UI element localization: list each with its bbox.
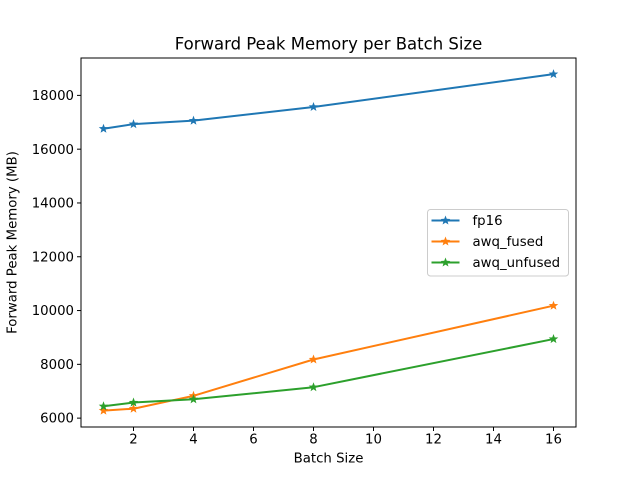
data-point-marker-fp16 xyxy=(548,69,559,79)
x-tick-label: 8 xyxy=(309,433,317,448)
axes-frame xyxy=(80,57,577,428)
y-tick-label: 12000 xyxy=(32,250,74,265)
x-tick-label: 16 xyxy=(545,433,562,448)
data-point-marker-awq_unfused xyxy=(128,397,139,407)
legend: fp16 awq_fused awq_unfused xyxy=(427,209,569,277)
x-tick-label: 2 xyxy=(129,433,137,448)
data-point-marker-fp16 xyxy=(98,123,109,133)
legend-sample-marker-fp16 xyxy=(440,215,451,225)
legend-entry-label-fp16: fp16 xyxy=(473,214,503,229)
legend-rows: fp16 awq_fused awq_unfused xyxy=(431,214,561,271)
y-tick-label: 18000 xyxy=(32,89,74,104)
data-point-marker-awq_unfused xyxy=(308,382,319,392)
x-axis-label: Batch Size xyxy=(294,452,364,467)
y-tick-label: 14000 xyxy=(32,197,74,212)
legend-sample-marker-awq_fused xyxy=(440,236,451,246)
y-tick-label: 10000 xyxy=(32,304,74,319)
data-point-marker-awq_fused xyxy=(548,300,559,310)
legend-entry-label-awq_fused: awq_fused xyxy=(473,235,544,250)
data-point-marker-awq_unfused xyxy=(188,394,199,404)
data-point-marker-awq_fused xyxy=(128,403,139,413)
data-point-marker-awq_fused xyxy=(308,354,319,364)
y-tick-label: 16000 xyxy=(32,143,74,158)
data-point-marker-awq_unfused xyxy=(548,334,559,344)
x-tick-label: 6 xyxy=(249,433,257,448)
data-point-marker-fp16 xyxy=(128,119,139,129)
y-tick-label: 8000 xyxy=(40,358,74,373)
x-tick-label: 10 xyxy=(365,433,382,448)
plot-content: 2 4 6 8 10 12 14 16 6000 8000 10000 12000 14000 16000… xyxy=(32,69,562,448)
chart-title: Forward Peak Memory per Batch Size xyxy=(175,35,483,54)
legend-entry-label-awq_unfused: awq_unfused xyxy=(473,256,561,271)
legend-sample-marker-awq_unfused xyxy=(440,257,451,267)
y-tick-label: 6000 xyxy=(40,412,74,427)
data-point-marker-fp16 xyxy=(308,101,319,111)
data-point-marker-awq_unfused xyxy=(98,401,109,411)
x-tick-label: 4 xyxy=(189,433,197,448)
x-tick-label: 14 xyxy=(485,433,502,448)
legend-box xyxy=(427,209,569,277)
x-tick-label: 12 xyxy=(425,433,442,448)
data-point-marker-fp16 xyxy=(188,115,199,125)
y-axis-label: Forward Peak Memory (MB) xyxy=(6,151,21,334)
data-point-marker-awq_fused xyxy=(98,405,109,415)
